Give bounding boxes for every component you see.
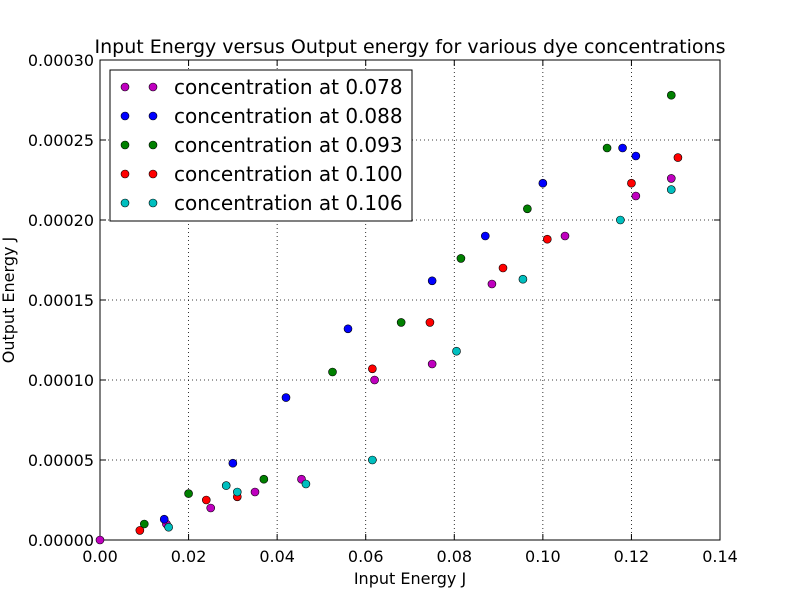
x-tick-label: 0.00	[82, 547, 118, 566]
data-point	[164, 522, 173, 532]
data-point	[95, 535, 105, 545]
data-point	[159, 514, 169, 524]
data-point	[673, 153, 683, 162]
data-point	[618, 143, 627, 153]
legend-items: concentration at 0.078 concentration at 0…	[120, 75, 403, 215]
data-point	[370, 375, 379, 385]
legend-marker	[120, 82, 130, 92]
y-tick-label: 0.00005	[28, 451, 94, 470]
data-point	[368, 455, 377, 465]
legend-box	[109, 69, 413, 222]
data-point	[602, 143, 612, 153]
legend-marker	[120, 169, 130, 179]
x-tick-label: 0.14	[702, 547, 738, 566]
legend: concentration at 0.078 concentration at 0…	[109, 69, 413, 222]
legend-label: concentration at 0.093	[174, 133, 403, 157]
x-tick-label: 0.04	[259, 547, 295, 566]
data-point	[631, 151, 641, 161]
legend-marker	[148, 140, 158, 150]
data-point	[221, 481, 231, 490]
data-point	[518, 274, 528, 284]
data-point	[184, 489, 193, 498]
y-tick-label: 0.00000	[28, 531, 94, 550]
legend-label: concentration at 0.078	[174, 75, 403, 99]
data-point	[538, 178, 548, 188]
data-point	[328, 367, 337, 377]
legend-marker	[148, 111, 158, 121]
y-tick-label: 0.00010	[28, 371, 94, 390]
data-point	[206, 503, 216, 513]
data-point	[228, 458, 238, 468]
data-point	[135, 526, 145, 535]
data-point	[452, 346, 461, 356]
x-axis-label: Input Energy J	[354, 569, 466, 588]
data-point	[201, 495, 211, 505]
legend-label: concentration at 0.106	[174, 191, 403, 215]
data-points	[95, 90, 683, 545]
data-point	[666, 174, 676, 183]
y-tick-label: 0.00030	[28, 51, 94, 70]
x-tick-label: 0.02	[171, 547, 207, 566]
legend-marker	[148, 82, 158, 92]
data-point	[631, 191, 641, 201]
data-point	[250, 487, 260, 497]
data-point	[281, 393, 291, 402]
legend-marker	[148, 169, 158, 179]
y-tick-label: 0.00020	[28, 211, 94, 230]
data-point	[480, 231, 490, 241]
x-tick-label: 0.10	[525, 547, 561, 566]
y-axis-label: Output Energy J	[0, 237, 18, 363]
data-point	[425, 318, 435, 327]
y-tick-label: 0.00015	[28, 291, 94, 310]
legend-label: concentration at 0.088	[174, 104, 403, 128]
legend-marker	[120, 140, 130, 150]
data-point	[368, 364, 377, 374]
y-tick-label: 0.00025	[28, 131, 94, 150]
data-point	[542, 234, 552, 244]
data-point	[456, 254, 466, 263]
data-point	[560, 231, 570, 241]
data-point	[666, 90, 676, 100]
data-point	[427, 276, 437, 286]
data-point	[498, 263, 508, 273]
x-tick-label: 0.06	[348, 547, 384, 566]
data-point	[616, 215, 625, 225]
data-point	[627, 178, 636, 188]
legend-marker	[120, 198, 130, 208]
x-tick-labels: 0.00 0.02 0.04 0.06 0.08 0.10 0.12 0.14	[82, 547, 738, 566]
data-point	[666, 185, 676, 194]
data-point	[259, 474, 269, 484]
data-point	[523, 204, 532, 214]
data-point	[232, 487, 242, 497]
data-point	[139, 519, 149, 529]
y-tick-labels: 0.00000 0.00005 0.00010 0.00015 0.00020 0.000…	[28, 51, 94, 550]
data-point	[487, 279, 497, 289]
legend-label: concentration at 0.100	[174, 162, 403, 186]
data-point	[301, 479, 311, 489]
axis-ticks	[99, 59, 721, 541]
data-point	[343, 324, 353, 334]
legend-marker	[148, 198, 158, 208]
data-point	[427, 359, 437, 369]
chart-title: Input Energy versus Output energy for va…	[95, 36, 726, 58]
data-point	[396, 318, 406, 327]
x-tick-label: 0.12	[614, 547, 650, 566]
x-tick-label: 0.08	[436, 547, 472, 566]
legend-marker	[120, 111, 130, 121]
